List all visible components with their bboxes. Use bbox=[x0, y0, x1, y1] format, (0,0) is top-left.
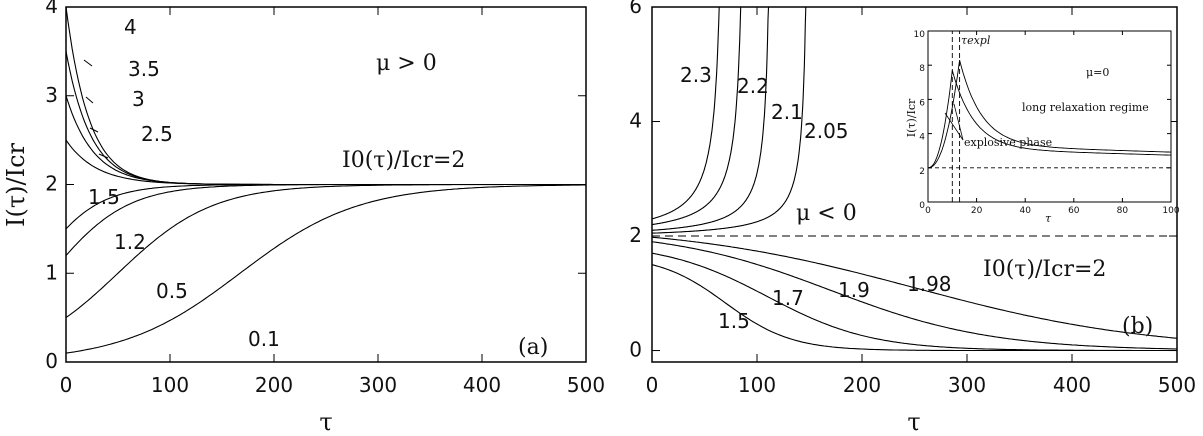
series-line-0-5 bbox=[65, 183, 586, 319]
series-line-b-2-2 bbox=[651, 6, 742, 226]
series-label-3: 3 bbox=[132, 87, 145, 111]
curve-arrow-mark bbox=[85, 96, 94, 104]
panel-a-ylabel: I(τ)/Icr bbox=[2, 142, 30, 226]
inset-xlabel: τ bbox=[1045, 212, 1052, 225]
panel-b-ytick-label: 0 bbox=[629, 338, 642, 362]
series-label-2-3: 2.3 bbox=[680, 63, 712, 87]
series-line-b-1-9 bbox=[651, 241, 1178, 350]
inset-xtick-label: 80 bbox=[1117, 206, 1129, 216]
inset-annotation-texpl: τexpl bbox=[961, 34, 991, 47]
panel-b-annotation-i0: I0(τ)/Icr=2 bbox=[983, 257, 1106, 282]
panel-b-xtick-label: 300 bbox=[948, 373, 986, 397]
inset-xtick-label: 100 bbox=[1162, 206, 1179, 216]
inset-ytick-label: 2 bbox=[919, 167, 925, 177]
panel-a: 0 100 200 300 400 500 0 1 2 3 4 τ I(τ)/Icr μ > 0 I… bbox=[2, 0, 605, 436]
panel-b-panel-label: (b) bbox=[1122, 314, 1153, 339]
series-label-1-98: 1.98 bbox=[907, 272, 952, 296]
series-label-2-1: 2.1 bbox=[771, 100, 803, 124]
panel-b-series-labels: 2.3 2.2 2.1 2.05 1.98 1.9 1.7 1.5 bbox=[680, 63, 952, 333]
inset-ytick-label: 10 bbox=[914, 30, 926, 40]
inset-ytick-label: 8 bbox=[919, 64, 925, 74]
inset-arrow-1 bbox=[944, 112, 964, 141]
panel-b-xtick-label: 500 bbox=[1158, 373, 1196, 397]
panel-b-ytick-label: 4 bbox=[629, 109, 642, 133]
panel-a-annotation-mu: μ > 0 bbox=[376, 51, 437, 76]
inset-xtick-label: 60 bbox=[1068, 206, 1080, 216]
series-line-b-2-1 bbox=[652, 6, 770, 231]
inset-curves bbox=[927, 31, 1171, 202]
panel-a-xtick-label: 300 bbox=[359, 373, 397, 397]
inset-annotation-long-relaxation: long relaxation regime bbox=[1022, 101, 1149, 114]
panel-a-ytick-label: 2 bbox=[45, 172, 58, 196]
panel-b-curves bbox=[651, 6, 1178, 352]
inset-frame bbox=[927, 30, 1172, 203]
panel-b-ytick-label: 2 bbox=[629, 223, 642, 247]
series-line-b-1-5 bbox=[651, 264, 1177, 352]
panel-b-xtick-label: 100 bbox=[738, 373, 776, 397]
panel-a-annotation-i0: I0(τ)/Icr=2 bbox=[342, 148, 465, 173]
series-label-1-5-b: 1.5 bbox=[718, 309, 750, 333]
inset-arrow-2 bbox=[953, 103, 964, 141]
panel-a-xtick-label: 200 bbox=[255, 373, 293, 397]
series-label-1-9: 1.9 bbox=[838, 278, 870, 302]
inset-ytick-label: 4 bbox=[919, 133, 925, 143]
inset-xtick-label: 20 bbox=[971, 206, 983, 216]
series-label-4: 4 bbox=[124, 15, 137, 39]
inset: 0 20 40 60 80 100 0 2 4 6 8 10 I(τ)/Icr τ τexpl μ=0… bbox=[905, 30, 1180, 225]
series-label-0-1: 0.1 bbox=[248, 327, 280, 351]
panel-a-xtick-label: 400 bbox=[463, 373, 501, 397]
inset-series-line bbox=[927, 59, 1171, 169]
inset-xtick-label: 40 bbox=[1019, 206, 1031, 216]
series-label-2-05: 2.05 bbox=[804, 119, 849, 143]
inset-annotation-mu0: μ=0 bbox=[1086, 66, 1109, 79]
panel-b-frame bbox=[651, 6, 1178, 363]
inset-annotation-explosive-phase: explosive phase bbox=[964, 136, 1052, 149]
series-label-2-2: 2.2 bbox=[737, 74, 769, 98]
inset-ytick-label: 0 bbox=[919, 201, 925, 211]
curve-arrow-mark bbox=[83, 59, 93, 67]
series-label-1-7: 1.7 bbox=[772, 286, 804, 310]
panel-b-ytick-label: 6 bbox=[629, 0, 642, 18]
panel-a-xtick-label: 500 bbox=[567, 373, 605, 397]
inset-ticks: 0 20 40 60 80 100 0 2 4 6 8 10 bbox=[914, 30, 1180, 216]
series-line-b-2-3 bbox=[651, 6, 720, 220]
inset-series-line bbox=[927, 70, 1171, 169]
series-label-2-5: 2.5 bbox=[141, 122, 173, 146]
inset-ytick-label: 6 bbox=[919, 98, 925, 108]
panel-b-xlabel: τ bbox=[907, 408, 920, 436]
series-line-1-5 bbox=[65, 183, 586, 230]
panel-a-xtick-label: 100 bbox=[151, 373, 189, 397]
panel-a-curves bbox=[65, 6, 586, 354]
panel-a-ticks: 0 100 200 300 400 500 0 1 2 3 4 bbox=[45, 0, 605, 397]
panel-a-ytick-label: 0 bbox=[45, 349, 58, 373]
series-line-b-1-98 bbox=[651, 236, 1178, 339]
series-line-b-2-05 bbox=[652, 6, 807, 234]
series-label-3-5: 3.5 bbox=[128, 57, 160, 81]
panel-b-xtick-label: 0 bbox=[646, 373, 659, 397]
series-label-0-5: 0.5 bbox=[156, 279, 188, 303]
series-label-1-2: 1.2 bbox=[114, 230, 146, 254]
panel-a-panel-label: (a) bbox=[518, 335, 548, 360]
inset-ylabel: I(τ)/Icr bbox=[905, 98, 918, 137]
panel-b-xtick-label: 200 bbox=[843, 373, 881, 397]
series-label-1-5: 1.5 bbox=[88, 185, 120, 209]
panel-a-ytick-label: 1 bbox=[45, 260, 58, 284]
panel-a-ytick-label: 4 bbox=[45, 0, 58, 18]
series-line-0-1 bbox=[65, 184, 586, 354]
panel-a-series-labels: 4 3.5 3 2.5 1.5 1.2 0.5 0.1 bbox=[88, 15, 280, 351]
panel-a-xtick-label: 0 bbox=[60, 373, 73, 397]
curve-arrow-mark bbox=[98, 153, 109, 159]
curve-arrow-mark bbox=[89, 127, 99, 133]
panel-b-annotation-mu: μ < 0 bbox=[796, 201, 857, 226]
panel-b-xtick-label: 400 bbox=[1053, 373, 1091, 397]
panel-a-xlabel: τ bbox=[319, 408, 332, 436]
inset-xtick-label: 0 bbox=[925, 206, 931, 216]
panel-a-ytick-label: 3 bbox=[45, 83, 58, 107]
